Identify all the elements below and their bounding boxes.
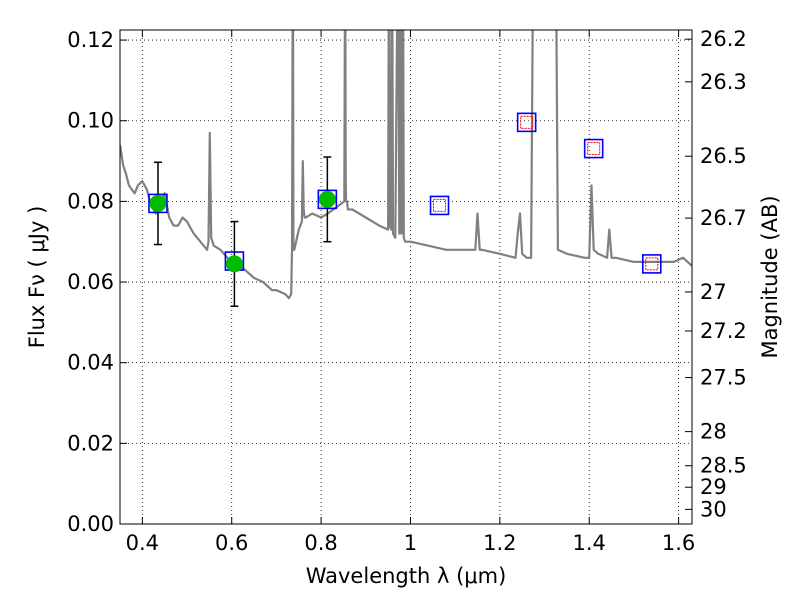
photometry-layer	[148, 112, 662, 307]
x-tick-label: 1.6	[662, 531, 695, 555]
magnitude-tick-label: 28	[700, 420, 727, 444]
magnitude-tick-label: 26.7	[700, 206, 747, 230]
x-axis-label: Wavelength λ (μm)	[306, 564, 507, 588]
y-tick-label: 0.10	[67, 109, 114, 133]
model-photometry-square	[641, 254, 662, 274]
y-tick-label: 0.08	[67, 189, 114, 213]
magnitude-tick-label: 30	[700, 497, 727, 521]
model-photometry-square	[429, 195, 450, 216]
magnitude-tick-label: 27.2	[700, 319, 747, 343]
y-axis-label: Flux Fν ( μJy )	[25, 206, 49, 349]
observed-point	[318, 190, 336, 208]
model-photometry-square	[583, 138, 604, 159]
model-photometry-inner-square	[433, 198, 447, 212]
magnitude-tick-label: 29	[700, 475, 727, 499]
observed-point	[225, 255, 243, 273]
x-tick-label: 0.4	[126, 531, 159, 555]
magnitude-tick-label: 26.2	[700, 27, 747, 51]
axis-ticks: 0.4 0.6 0.8 1 1.2 1.4 1.6 0.00 0.02 0.04 0.06 0.08 0…	[67, 27, 747, 555]
plot-frame	[119, 29, 693, 525]
y-tick-label: 0.06	[67, 270, 114, 294]
y-tick-label: 0.12	[67, 28, 114, 52]
magnitude-tick-label: 27.5	[700, 366, 747, 390]
x-tick-label: 1.4	[573, 531, 606, 555]
model-photometry-inner-square	[520, 115, 534, 129]
model-photometry-inner-square	[645, 257, 659, 271]
sed-model-layer	[120, 30, 692, 300]
magnitude-axis-label: Magnitude (AB)	[758, 195, 782, 358]
x-tick-label: 1.2	[483, 531, 516, 555]
y-tick-label: 0.04	[67, 351, 114, 375]
x-tick-label: 0.6	[215, 531, 248, 555]
magnitude-tick-label: 27	[700, 280, 727, 304]
y-tick-label: 0.02	[67, 431, 114, 455]
magnitude-tick-label: 26.5	[700, 144, 747, 168]
sed-model-line	[120, 30, 692, 300]
magnitude-tick-label: 26.3	[700, 70, 747, 94]
x-tick-label: 1	[404, 531, 417, 555]
plot-area	[120, 30, 692, 524]
magnitude-tick-label: 28.5	[700, 454, 747, 478]
y-tick-label: 0.00	[67, 512, 114, 536]
model-photometry-inner-square	[587, 142, 601, 156]
x-tick-label: 0.8	[304, 531, 337, 555]
observed-point	[149, 194, 167, 212]
model-photometry-square	[516, 112, 537, 133]
